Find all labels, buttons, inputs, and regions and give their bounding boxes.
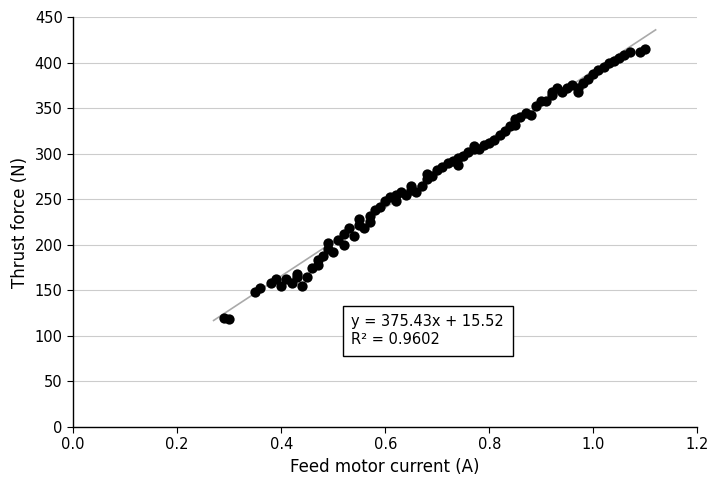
Point: [410, 188, 422, 196]
Point: [431, 166, 443, 174]
Point: [473, 145, 485, 153]
Point: [390, 191, 401, 199]
Point: [624, 48, 635, 56]
Point: [598, 63, 609, 71]
Y-axis label: Thrust force (N): Thrust force (N): [11, 156, 29, 288]
Point: [608, 57, 620, 65]
Point: [426, 172, 438, 180]
Point: [478, 141, 490, 149]
Point: [296, 282, 307, 290]
Point: [494, 131, 505, 139]
Point: [338, 241, 349, 249]
Point: [510, 115, 521, 123]
Point: [541, 97, 552, 105]
Point: [364, 218, 375, 226]
Point: [312, 261, 323, 269]
Point: [436, 164, 448, 171]
Point: [447, 157, 459, 165]
Point: [400, 191, 412, 199]
Point: [515, 113, 526, 121]
Point: [379, 197, 391, 205]
Point: [338, 230, 349, 238]
Point: [323, 239, 334, 247]
Point: [452, 161, 464, 169]
Point: [546, 88, 557, 95]
Point: [359, 225, 370, 232]
Point: [551, 84, 562, 92]
Point: [457, 151, 469, 159]
Point: [405, 186, 417, 194]
Point: [218, 314, 230, 321]
Point: [395, 188, 407, 196]
Point: [374, 203, 386, 210]
Point: [489, 136, 500, 144]
Point: [291, 273, 302, 281]
Point: [520, 109, 531, 116]
Point: [557, 88, 568, 95]
Point: [483, 139, 495, 147]
Point: [567, 81, 578, 89]
Point: [577, 79, 588, 87]
Point: [510, 121, 521, 129]
Point: [312, 256, 323, 264]
Point: [384, 193, 396, 201]
Point: [369, 206, 381, 214]
Point: [603, 59, 615, 67]
Point: [343, 225, 354, 232]
Point: [276, 282, 287, 290]
Point: [421, 170, 433, 178]
Point: [588, 70, 599, 77]
Point: [421, 175, 433, 183]
Point: [249, 288, 261, 296]
Point: [468, 143, 480, 150]
Point: [618, 52, 630, 59]
Point: [390, 197, 401, 205]
Point: [354, 215, 365, 223]
Point: [530, 102, 541, 110]
Point: [582, 75, 594, 83]
Point: [572, 88, 583, 95]
Point: [452, 154, 464, 162]
Point: [499, 127, 510, 135]
Point: [613, 54, 625, 62]
Text: y = 375.43x + 15.52
R² = 0.9602: y = 375.43x + 15.52 R² = 0.9602: [351, 315, 504, 347]
Point: [536, 97, 547, 105]
Point: [265, 279, 276, 287]
Point: [639, 45, 651, 53]
Point: [291, 270, 302, 278]
Point: [270, 276, 282, 283]
Point: [416, 182, 428, 189]
X-axis label: Feed motor current (A): Feed motor current (A): [290, 458, 480, 476]
Point: [562, 84, 573, 92]
Point: [323, 245, 334, 253]
Point: [634, 48, 646, 56]
Point: [328, 248, 339, 256]
Point: [405, 182, 417, 189]
Point: [442, 159, 454, 167]
Point: [317, 252, 328, 260]
Point: [572, 84, 583, 92]
Point: [333, 236, 344, 244]
Point: [302, 273, 313, 281]
Point: [307, 263, 318, 271]
Point: [364, 212, 375, 220]
Point: [525, 112, 536, 119]
Point: [546, 91, 557, 98]
Point: [223, 316, 235, 323]
Point: [281, 276, 292, 283]
Point: [286, 279, 297, 287]
Point: [354, 221, 365, 228]
Point: [348, 232, 360, 240]
Point: [463, 148, 474, 156]
Point: [593, 66, 604, 74]
Point: [468, 145, 480, 153]
Point: [504, 123, 516, 131]
Point: [255, 284, 266, 292]
